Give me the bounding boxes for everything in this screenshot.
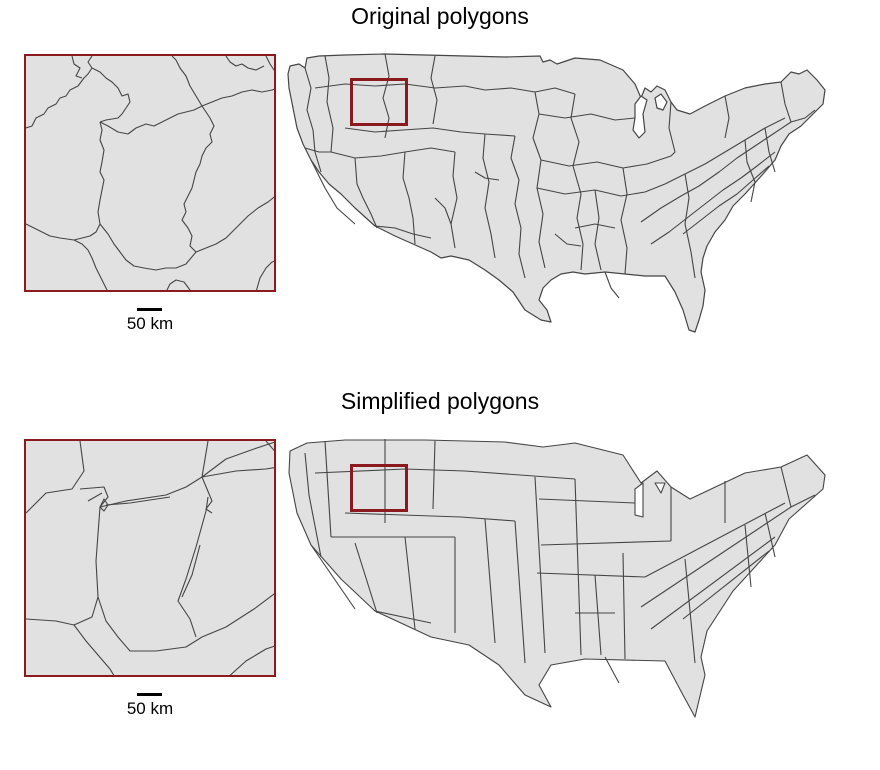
inset-boundaries-simplified [26, 441, 274, 675]
panel-title-simplified: Simplified polygons [340, 388, 540, 414]
scale-label: 50 km [126, 699, 174, 718]
panel-title-original: Original polygons [351, 3, 529, 29]
inset-map-original [24, 54, 276, 292]
inset-location-box [350, 78, 408, 126]
inset-boundaries-original [26, 56, 274, 290]
inset-location-box [350, 464, 408, 512]
inset-map-simplified [24, 439, 276, 677]
scale-bar [137, 693, 162, 696]
scale-label: 50 km [126, 314, 174, 333]
simplified-panel: Simplified polygons [0, 385, 880, 770]
us-outline [287, 53, 826, 333]
us-map-simplified [288, 439, 826, 718]
original-panel: Original polygons 50 km [24, 3, 826, 333]
scale-bar [137, 308, 162, 311]
us-outline [288, 439, 826, 718]
